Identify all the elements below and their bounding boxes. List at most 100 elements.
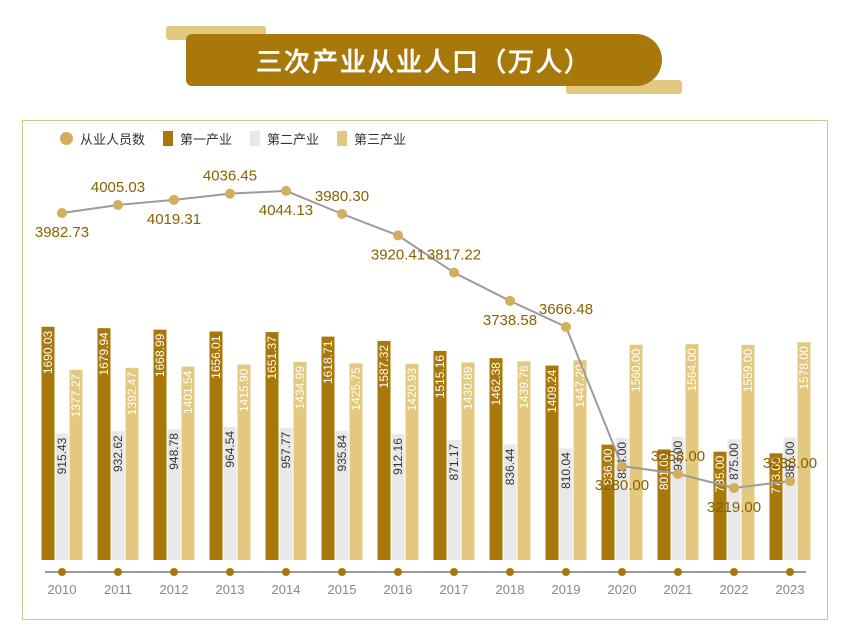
bar-primary-2014 — [265, 332, 279, 560]
total-point-2016 — [393, 230, 403, 241]
bar-secondary-2023 — [783, 437, 797, 560]
bar-label-primary-2020: 836.00 — [601, 448, 615, 485]
bar-tertiary-2020 — [629, 344, 643, 560]
legend-item-total: 从业人员数 — [60, 129, 145, 148]
bar-tertiary-2021 — [685, 344, 699, 560]
total-point-2023 — [785, 476, 795, 487]
bar-label-tertiary-2014: 1434.99 — [293, 366, 307, 410]
legend-item-primary: 第一产业 — [163, 129, 232, 148]
total-label-2012: 4019.31 — [147, 211, 201, 228]
bar-label-tertiary-2016: 1420.93 — [405, 368, 419, 412]
bar-label-primary-2016: 1587.32 — [377, 345, 391, 389]
x-axis-marker-2010 — [58, 568, 66, 576]
total-point-2020 — [617, 460, 627, 471]
x-tick-label-2022: 2022 — [720, 582, 749, 597]
title-bar: 三次产业从业人口（万人） — [186, 34, 662, 86]
total-label-2014: 4044.13 — [259, 202, 313, 219]
total-point-2013 — [225, 188, 235, 199]
bar-primary-2016 — [377, 340, 391, 560]
bar-label-primary-2023: 773.00 — [769, 457, 783, 494]
bar-label-tertiary-2022: 1559.00 — [741, 349, 755, 393]
x-tick-label-2019: 2019 — [552, 582, 581, 597]
total-point-2021 — [673, 468, 683, 479]
bar-primary-2021 — [657, 449, 671, 560]
x-axis-marker-2022 — [730, 568, 738, 576]
x-tick-label-2014: 2014 — [272, 582, 301, 597]
bar-tertiary-2022 — [741, 344, 755, 560]
bar-label-secondary-2015: 935.84 — [335, 435, 349, 472]
x-axis-marker-2020 — [618, 568, 626, 576]
x-axis-marker-2016 — [394, 568, 402, 576]
total-label-2023: 3238.00 — [763, 455, 817, 472]
total-point-2014 — [281, 185, 291, 196]
total-line — [61, 189, 791, 489]
bar-primary-2022 — [713, 451, 727, 560]
bar-primary-2013 — [209, 331, 223, 560]
chart-title: 三次产业从业人口（万人） — [255, 47, 592, 78]
total-point-2018 — [505, 295, 515, 306]
x-tick-label-2018: 2018 — [496, 582, 525, 597]
bar-tertiary-2023 — [797, 342, 811, 560]
x-axis-marker-2021 — [674, 568, 682, 576]
bar-label-secondary-2022: 875.00 — [727, 443, 741, 480]
legend-swatch-primary — [163, 131, 174, 146]
bar-label-primary-2014: 1651.37 — [265, 336, 279, 380]
bar-primary-2017 — [433, 350, 447, 560]
bar-secondary-2014 — [279, 427, 293, 560]
x-axis-marker-2015 — [338, 568, 346, 576]
bar-label-tertiary-2019: 1447.20 — [573, 364, 587, 408]
bar-label-tertiary-2018: 1439.76 — [517, 365, 531, 409]
total-label-2021: 3258.00 — [651, 448, 705, 465]
total-label-2017: 3817.22 — [427, 247, 481, 264]
bar-secondary-2011 — [111, 431, 125, 560]
bar-tertiary-2019 — [573, 360, 587, 560]
x-axis-marker-2013 — [226, 568, 234, 576]
bar-tertiary-2017 — [461, 362, 475, 560]
bar-primary-2019 — [545, 365, 559, 560]
bar-label-tertiary-2011: 1392.47 — [125, 372, 139, 416]
bar-tertiary-2018 — [517, 361, 531, 560]
x-axis-marker-2014 — [282, 568, 290, 576]
bar-label-secondary-2018: 836.44 — [503, 448, 517, 485]
total-point-2010 — [57, 208, 67, 218]
bar-label-secondary-2010: 915.43 — [55, 437, 69, 474]
bar-tertiary-2010 — [69, 369, 83, 560]
x-tick-label-2012: 2012 — [160, 582, 189, 597]
bar-label-tertiary-2013: 1415.90 — [237, 368, 251, 412]
bar-secondary-2013 — [223, 426, 237, 560]
x-axis-marker-2012 — [170, 568, 178, 576]
x-tick-label-2017: 2017 — [440, 582, 469, 597]
legend-swatch-tertiary — [337, 131, 348, 146]
total-label-2013: 4036.45 — [203, 168, 257, 185]
legend: 从业人员数 第一产业 第二产业 第三产业 — [60, 129, 406, 148]
bar-label-secondary-2016: 912.16 — [391, 438, 405, 475]
total-point-2022 — [729, 482, 739, 493]
legend-item-tertiary: 第三产业 — [337, 129, 406, 148]
bar-label-primary-2019: 1409.24 — [545, 369, 559, 413]
bar-primary-2020 — [601, 444, 615, 560]
chart-frame — [22, 120, 828, 620]
legend-swatch-secondary — [250, 131, 261, 146]
bar-label-primary-2013: 1656.01 — [209, 335, 223, 379]
bar-label-tertiary-2023: 1578.00 — [797, 346, 811, 390]
bar-label-tertiary-2015: 1425.75 — [349, 367, 363, 411]
bar-label-primary-2011: 1679.94 — [97, 332, 111, 376]
bar-label-secondary-2017: 871.17 — [447, 443, 461, 480]
total-point-2015 — [337, 208, 347, 219]
bar-secondary-2017 — [447, 439, 461, 560]
legend-label-total: 从业人员数 — [80, 133, 146, 148]
x-axis-marker-2018 — [506, 568, 514, 576]
total-point-2019 — [561, 321, 571, 332]
x-tick-label-2013: 2013 — [216, 582, 245, 597]
bar-secondary-2012 — [167, 429, 181, 560]
legend-item-secondary: 第二产业 — [250, 129, 319, 148]
bar-label-tertiary-2017: 1430.89 — [461, 366, 475, 410]
bar-tertiary-2016 — [405, 363, 419, 560]
legend-label-tertiary: 第三产业 — [354, 133, 407, 148]
x-tick-label-2016: 2016 — [384, 582, 413, 597]
bar-label-secondary-2023: 887.00 — [783, 441, 797, 478]
bar-label-tertiary-2010: 1377.27 — [69, 374, 83, 418]
bar-tertiary-2014 — [293, 361, 307, 560]
bar-primary-2011 — [97, 328, 111, 560]
